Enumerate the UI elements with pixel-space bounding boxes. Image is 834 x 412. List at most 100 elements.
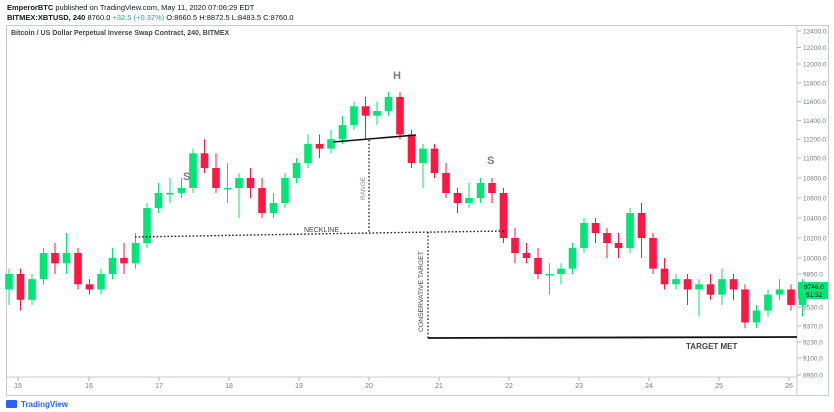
candle-body <box>476 183 485 198</box>
candle-body <box>338 125 347 140</box>
x-tick-label: 18 <box>225 383 233 390</box>
candle-body <box>430 148 439 173</box>
candle-body <box>189 153 197 188</box>
author-name[interactable]: EmperorBTC <box>7 3 54 12</box>
x-tick-label: 25 <box>715 383 723 390</box>
candle-body <box>626 213 634 248</box>
y-tick-label: 11800.0 <box>803 80 826 87</box>
candle-body <box>522 253 531 258</box>
candle-body <box>120 258 128 264</box>
candle-body <box>729 279 738 290</box>
x-tick-label: 26 <box>785 383 793 390</box>
candle-body <box>787 289 795 305</box>
target-met-line <box>427 336 798 339</box>
candle-body <box>28 279 36 300</box>
candle-body <box>683 279 692 290</box>
head-label: H <box>393 70 401 82</box>
y-tick-label: 10200.0 <box>803 236 827 243</box>
candle-body <box>511 238 519 253</box>
tradingview-logo-icon <box>6 400 17 408</box>
y-tick-label: 11200.0 <box>803 137 826 144</box>
candle-body <box>752 310 761 323</box>
candle-body <box>396 96 404 135</box>
candle-body <box>603 233 611 243</box>
candle-body <box>660 268 669 285</box>
candle-body <box>166 193 174 195</box>
y-tick-label: 12400.0 <box>803 29 827 36</box>
x-tick-label: 24 <box>645 383 653 390</box>
shoulder-left-label: S <box>183 171 190 183</box>
candle-body <box>85 284 94 290</box>
candle-body <box>373 111 381 116</box>
candle-body <box>764 294 772 311</box>
neckline-label: NECKLINE <box>304 227 339 234</box>
y-tick-label: 12200.0 <box>803 45 827 52</box>
candle-body <box>706 284 715 295</box>
candle-body <box>154 193 163 208</box>
candle-body <box>557 268 565 274</box>
target-met-label: TARGET MET <box>686 342 738 351</box>
x-tick-label: 15 <box>14 383 22 390</box>
symbol-info: BITMEX:XBTUSD, 240 8760.0 +32.5 (+0.37%)… <box>7 13 294 22</box>
candle-body <box>453 193 462 203</box>
y-tick-label: 11000.0 <box>803 156 826 163</box>
candle-body <box>361 106 370 116</box>
candle-body <box>269 203 278 213</box>
candle-body <box>637 213 646 238</box>
last-price-badge <box>798 282 828 299</box>
candle-body <box>327 139 335 149</box>
y-tick-label: 9530.0 <box>803 305 823 312</box>
countdown-label: 51:32 <box>806 292 823 299</box>
candle-body <box>614 243 623 248</box>
candle-body <box>741 289 749 323</box>
candle-body <box>534 258 542 274</box>
candle-body <box>292 163 301 178</box>
y-tick-label: 10400.0 <box>803 216 827 223</box>
candle-body <box>499 193 508 238</box>
neckline-line <box>134 230 507 238</box>
x-tick-label: 22 <box>505 383 513 390</box>
candle-body <box>591 223 600 233</box>
chart-title: Bitcoin / US Dollar Perpetual Inverse Sw… <box>11 30 230 37</box>
price-change: +32.5 (+0.37%) <box>112 13 165 22</box>
candle-body <box>442 173 450 193</box>
candle-body <box>223 188 232 190</box>
x-tick-label: 21 <box>435 383 443 390</box>
y-tick-label: 10800.0 <box>803 176 827 183</box>
candle-body <box>74 253 82 285</box>
candle-body <box>775 289 784 295</box>
publish-date: published on TradingView.com, May 11, 20… <box>55 3 255 12</box>
candle-body <box>200 153 209 168</box>
x-tick-label: 19 <box>295 383 303 390</box>
x-tick-label: 20 <box>365 383 373 390</box>
candle-body <box>39 253 48 280</box>
candle-body <box>407 134 416 163</box>
candle-body <box>16 274 25 300</box>
brand-name[interactable]: TradingView <box>21 399 68 409</box>
x-tick-label: 17 <box>155 383 163 390</box>
y-tick-label: 9370.0 <box>803 324 823 331</box>
ohlc-high: H:8872.5 <box>199 13 230 22</box>
current-price: 8760.0 <box>87 13 111 22</box>
candle-body <box>62 253 71 264</box>
y-tick-label: 12000.0 <box>803 62 827 69</box>
last-price-label: 9748.0 <box>804 284 824 291</box>
ohlc-open: O:8660.5 <box>166 13 198 22</box>
y-tick-label: 10600.0 <box>803 196 827 203</box>
candle-body <box>97 274 105 290</box>
candle-body <box>281 178 289 203</box>
symbol-label[interactable]: BITMEX:XBTUSD, 240 <box>7 13 86 22</box>
candle-body <box>580 223 588 248</box>
head-trendline <box>332 134 417 143</box>
x-tick-label: 23 <box>575 383 583 390</box>
candle-body <box>419 148 427 163</box>
candle-body <box>718 279 726 295</box>
y-tick-label: 9230.0 <box>803 340 823 347</box>
candle-body <box>131 243 140 264</box>
candle-body <box>246 178 255 188</box>
candle-body <box>488 183 496 193</box>
y-tick-label: 11600.0 <box>803 99 826 106</box>
y-tick-label: 10000.0 <box>803 256 827 263</box>
candle-body <box>649 238 657 269</box>
